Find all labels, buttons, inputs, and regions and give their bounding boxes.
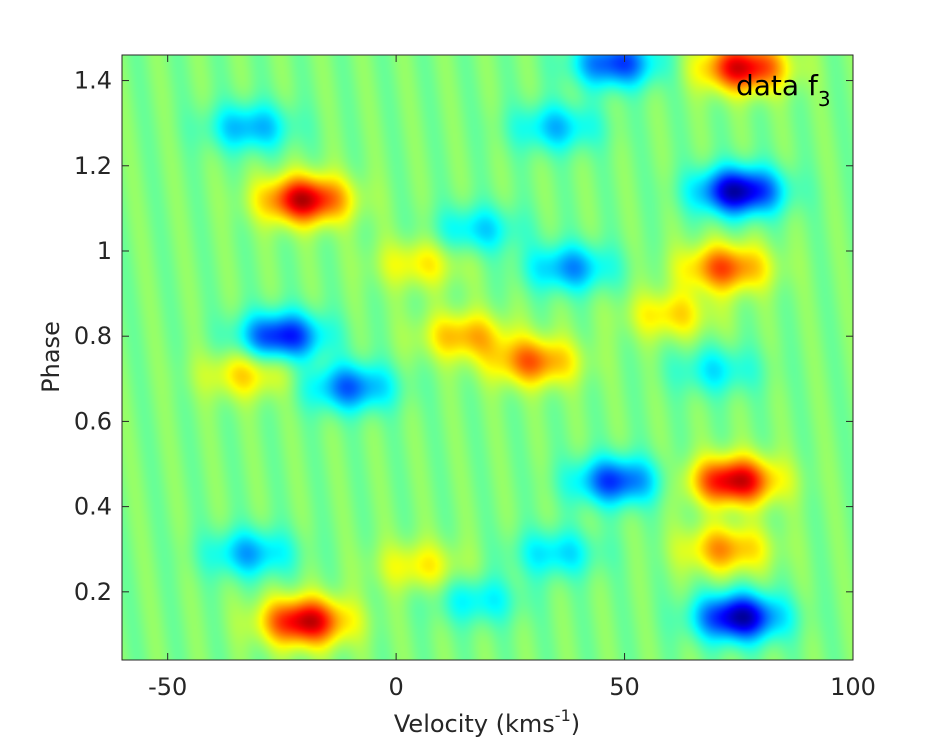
y-tick-label: 0.4 — [74, 493, 112, 521]
y-tick-label: 0.6 — [74, 407, 112, 435]
axes-box — [121, 54, 854, 661]
annotation-subscript: 3 — [818, 87, 831, 111]
annotation-text: data f — [736, 69, 819, 102]
heatmap-image — [122, 55, 853, 660]
y-tick-label: 0.2 — [74, 578, 112, 606]
x-tick-label: 100 — [830, 673, 876, 701]
x-axis-label-superscript: -1 — [555, 706, 571, 725]
plot-area — [121, 54, 854, 661]
x-axis-label: Velocity (kms-1) — [394, 706, 580, 738]
y-tick-label: 1.4 — [74, 67, 112, 95]
x-axis-label-suffix: ) — [571, 710, 580, 738]
x-tick-label: -50 — [148, 673, 187, 701]
x-tick-label: 0 — [388, 673, 403, 701]
y-tick-label: 0.8 — [74, 322, 112, 350]
y-axis-label: Phase — [37, 321, 65, 393]
y-tick-label: 1 — [97, 237, 112, 265]
plot-annotation: data f3 — [736, 69, 831, 111]
x-axis: -50 0 50 100 — [148, 55, 876, 701]
x-axis-label-text: Velocity (kms — [394, 710, 555, 738]
y-tick-label: 1.2 — [74, 152, 112, 180]
x-tick-label: 50 — [609, 673, 640, 701]
y-axis: 0.2 0.4 0.6 0.8 1 1.2 1.4 — [74, 67, 853, 606]
